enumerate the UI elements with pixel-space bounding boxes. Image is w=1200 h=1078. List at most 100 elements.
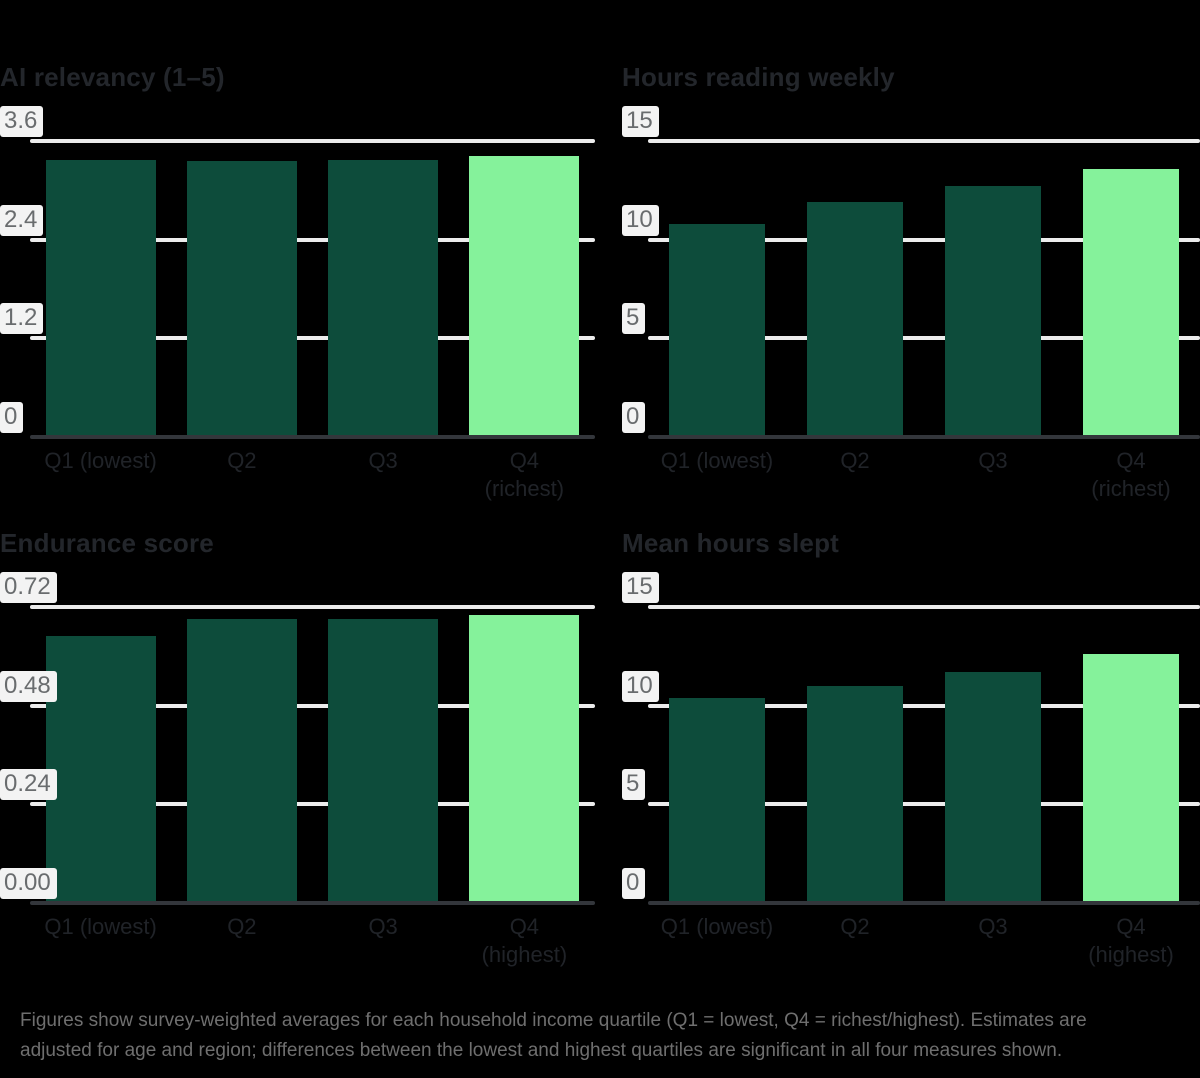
- plot-area: 0.00 0.24 0.48 0.72: [0, 572, 595, 905]
- gridline: [30, 703, 595, 708]
- bars-group: [648, 141, 1200, 437]
- chart-title: Hours reading weekly: [622, 62, 895, 92]
- y-tick-label: 15: [622, 106, 659, 137]
- bar-q4: [1082, 654, 1180, 903]
- x-category-label: Q1 (lowest): [44, 448, 157, 473]
- gridline: [648, 802, 1200, 807]
- bar-slot: [454, 141, 595, 437]
- bar-slot: [30, 607, 171, 903]
- bar-q4: [1082, 168, 1180, 437]
- gridline: [648, 703, 1200, 708]
- bar-slot: [454, 607, 595, 903]
- chart-top-right: Hours reading weekly 0 5 10 15 Q1 (lowest) Q…: [622, 62, 1200, 522]
- bar-slot: [648, 141, 786, 437]
- gridline: [30, 605, 595, 609]
- bar-slot: [786, 141, 924, 437]
- x-category-label: Q3: [978, 448, 1008, 473]
- chart-bottom-left: Endurance score 0.00 0.24 0.48 0.72 Q1 (low…: [0, 528, 595, 988]
- y-tick-label: 5: [622, 769, 646, 801]
- footnote-line-1: Figures show survey-weighted averages fo…: [20, 1010, 1087, 1031]
- x-category-label: Q2: [840, 448, 870, 473]
- chart-title: Endurance score: [0, 528, 214, 558]
- bar-slot: [1062, 607, 1200, 903]
- y-tick-label: 0.24: [0, 769, 57, 801]
- x-category-label: Q4 (highest): [1088, 914, 1174, 967]
- x-axis-labels: Q1 (lowest) Q2 Q3 Q4 (richest): [30, 447, 595, 503]
- bar-q2: [806, 685, 904, 903]
- y-tick-label: 0.00: [0, 868, 57, 899]
- y-tick-label: 10: [622, 670, 659, 702]
- bar-q1-lowest-: [45, 635, 156, 903]
- bar-slot: [924, 607, 1062, 903]
- bar-q3: [944, 672, 1042, 903]
- bars-group: [648, 607, 1200, 903]
- y-tick-label: 15: [622, 572, 659, 603]
- x-axis-labels: Q1 (lowest) Q2 Q3 Q4 (highest): [30, 913, 595, 969]
- gridline: [648, 336, 1200, 341]
- bar-slot: [30, 141, 171, 437]
- gridline: [30, 336, 595, 341]
- plot-area: 0 5 10 15: [622, 106, 1200, 439]
- chart-title: AI relevancy (1–5): [0, 62, 225, 92]
- x-axis-labels: Q1 (lowest) Q2 Q3 Q4 (highest): [648, 913, 1200, 969]
- bar-q2: [186, 619, 297, 903]
- bar-slot: [313, 607, 454, 903]
- chart-title: Mean hours slept: [622, 528, 840, 558]
- plot-area: 0 1.2 2.4 3.6: [0, 106, 595, 439]
- gridline: [30, 237, 595, 242]
- bar-q2: [806, 202, 904, 437]
- x-category-label: Q1 (lowest): [660, 448, 774, 473]
- y-tick-label: 3.6: [0, 106, 44, 137]
- y-tick-label: 0: [0, 402, 24, 433]
- y-tick-label: 5: [622, 303, 646, 335]
- y-tick-label: 10: [622, 204, 659, 236]
- x-axis-line: [30, 435, 595, 439]
- y-tick-label: 0: [622, 868, 646, 899]
- chart-bottom-right: Mean hours slept 0 5 10 15 Q1 (lowest) Q2 Q3 Q…: [622, 528, 1200, 988]
- x-category-label: Q2: [840, 914, 870, 939]
- x-category-label: Q3: [368, 448, 398, 473]
- bar-slot: [313, 141, 454, 437]
- plot-area: 0 5 10 15: [622, 572, 1200, 905]
- x-category-label: Q3: [368, 914, 398, 939]
- gridline: [648, 605, 1200, 609]
- bar-q3: [328, 619, 439, 903]
- footnote: Figures show survey-weighted averages fo…: [20, 1006, 1180, 1066]
- bar-q2: [186, 160, 297, 437]
- x-category-label: Q4 (richest): [1091, 448, 1171, 501]
- y-tick-label: 0: [622, 402, 646, 433]
- bar-q1-lowest-: [668, 697, 766, 903]
- x-category-label: Q1 (lowest): [660, 914, 774, 939]
- bars-group: [30, 607, 595, 903]
- y-tick-label: 0.72: [0, 572, 57, 603]
- x-category-label: Q2: [227, 448, 257, 473]
- gridline: [648, 139, 1200, 143]
- bar-q4: [469, 615, 580, 903]
- y-tick-label: 2.4: [0, 204, 44, 236]
- x-axis-line: [30, 901, 595, 905]
- x-axis-labels: Q1 (lowest) Q2 Q3 Q4 (richest): [648, 447, 1200, 503]
- chart-top-left: AI relevancy (1–5) 0 1.2 2.4 3.6 Q1 (lowest…: [0, 62, 595, 522]
- y-tick-label: 1.2: [0, 303, 44, 335]
- footnote-line-2: adjusted for age and region; differences…: [20, 1040, 1063, 1061]
- bar-slot: [171, 607, 312, 903]
- bar-slot: [648, 607, 786, 903]
- bar-q3: [328, 159, 439, 437]
- bar-slot: [1062, 141, 1200, 437]
- bar-q1-lowest-: [45, 159, 156, 437]
- x-category-label: Q4 (richest): [484, 448, 565, 501]
- y-tick-label: 0.48: [0, 670, 57, 702]
- bar-q4: [469, 155, 580, 437]
- gridline: [30, 802, 595, 807]
- x-axis-line: [648, 435, 1200, 439]
- x-category-label: Q4 (highest): [481, 914, 568, 967]
- bar-slot: [171, 141, 312, 437]
- x-category-label: Q3: [978, 914, 1008, 939]
- gridline: [648, 237, 1200, 242]
- gridline: [30, 139, 595, 143]
- bar-q3: [944, 186, 1042, 437]
- bars-group: [30, 141, 595, 437]
- bar-q1-lowest-: [668, 223, 766, 437]
- x-axis-line: [648, 901, 1200, 905]
